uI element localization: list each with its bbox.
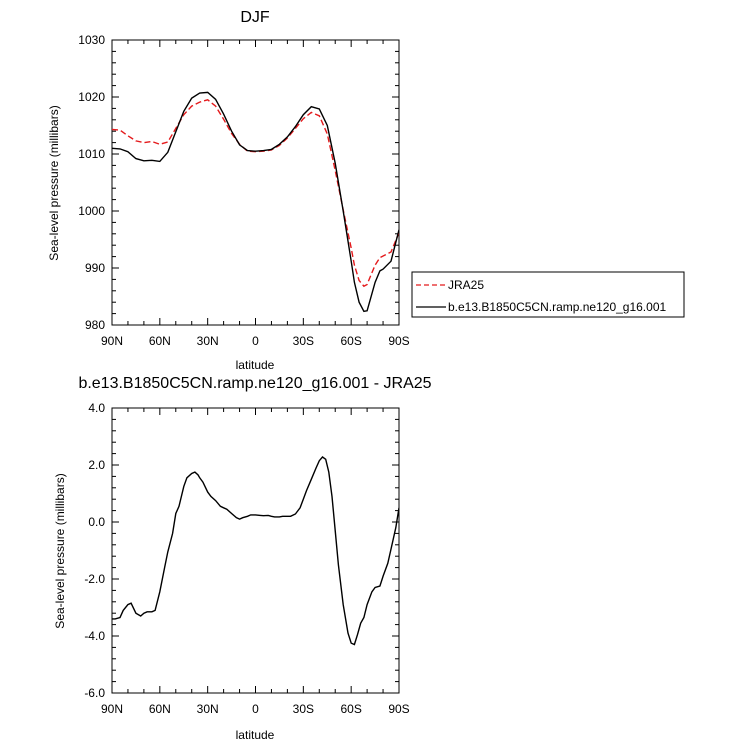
- y-tick-label: 1010: [78, 147, 105, 161]
- x-tick-label: 60S: [340, 334, 361, 348]
- x-tick-label: 30N: [197, 334, 219, 348]
- x-axis-label-bottom: latitude: [236, 728, 275, 742]
- y-axis-label-bottom: Sea-level pressure (millibars): [53, 473, 67, 628]
- x-tick-label: 90N: [101, 702, 123, 716]
- y-tick-label: 4.0: [88, 401, 105, 415]
- y-tick-label: 1030: [78, 33, 105, 47]
- plot-area-top: 90N 60N 30N 0 30S 60S 90S 980 990 1000 1010 1020 103…: [78, 33, 409, 348]
- y-tick-label: 1000: [78, 204, 105, 218]
- y-tick-label: 990: [85, 261, 105, 275]
- y-axis-label-top: Sea-level pressure (millibars): [47, 105, 61, 260]
- plot-frame: [111, 407, 400, 694]
- y-tick-label: -4.0: [84, 629, 105, 643]
- chart-title-difference: b.e13.B1850C5CN.ramp.ne120_g16.001 - JRA…: [78, 375, 431, 392]
- y-tick-label: -2.0: [84, 572, 105, 586]
- series-line-b-e13-b1850c5cn-ramp-ne120-g16-001: [112, 91, 399, 313]
- legend: JRA25 b.e13.B1850C5CN.ramp.ne120_g16.001: [411, 271, 685, 318]
- x-axis-label-top: latitude: [236, 358, 275, 372]
- series-line-jra25: [112, 99, 399, 288]
- x-tick-label: 60N: [149, 334, 171, 348]
- legend-label-jra25: JRA25: [448, 278, 484, 292]
- top-panel-djf: DJF 90N 60N 30N 0 30S 60S 90S 980 990 1000 1010 102…: [47, 9, 685, 372]
- series-line-difference: [112, 456, 399, 646]
- y-tick-label: 2.0: [88, 458, 105, 472]
- x-tick-label: 60S: [340, 702, 361, 716]
- y-tick-label: 980: [85, 318, 105, 332]
- y-tick-label: 0.0: [88, 515, 105, 529]
- y-tick-label: -6.0: [84, 686, 105, 700]
- x-tick-label: 60N: [149, 702, 171, 716]
- x-tick-label: 30S: [293, 334, 314, 348]
- x-tick-label: 30S: [293, 702, 314, 716]
- x-tick-label: 90S: [388, 334, 409, 348]
- plot-frame: [111, 39, 400, 326]
- chart-title-djf: DJF: [240, 9, 270, 26]
- legend-box: [411, 271, 685, 318]
- plot-area-bottom: 90N 60N 30N 0 30S 60S 90S -6.0 -4.0 -2.0 0.0 2.0 4.0: [84, 401, 409, 716]
- legend-label-model: b.e13.B1850C5CN.ramp.ne120_g16.001: [448, 300, 666, 314]
- x-tick-label: 90S: [388, 702, 409, 716]
- x-tick-label: 0: [252, 702, 259, 716]
- y-tick-label: 1020: [78, 90, 105, 104]
- x-tick-label: 0: [252, 334, 259, 348]
- x-tick-label: 90N: [101, 334, 123, 348]
- bottom-panel-difference: b.e13.B1850C5CN.ramp.ne120_g16.001 - JRA…: [53, 375, 432, 742]
- x-tick-label: 30N: [197, 702, 219, 716]
